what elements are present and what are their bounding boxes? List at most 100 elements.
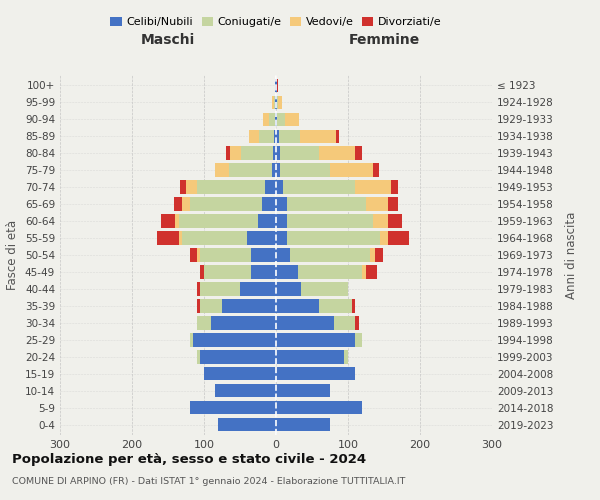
Bar <box>251 266 276 278</box>
Bar <box>276 180 283 194</box>
Bar <box>319 146 355 160</box>
Bar <box>283 180 355 194</box>
Bar <box>272 96 274 109</box>
Bar <box>180 180 186 194</box>
Bar <box>182 198 190 210</box>
Bar <box>200 350 276 364</box>
Bar <box>276 232 287 244</box>
Bar <box>276 164 280 176</box>
Bar <box>277 78 278 92</box>
Bar <box>197 180 265 194</box>
Bar <box>179 232 182 244</box>
Bar <box>175 214 179 228</box>
Bar <box>276 248 290 262</box>
Bar <box>259 130 274 143</box>
Bar <box>279 130 301 143</box>
Bar <box>280 146 319 160</box>
Bar <box>161 214 175 228</box>
Bar <box>355 316 359 330</box>
Bar <box>355 334 362 346</box>
Bar <box>204 266 251 278</box>
Bar <box>275 112 276 126</box>
Bar <box>200 266 204 278</box>
Bar <box>186 180 197 194</box>
Bar <box>344 350 348 364</box>
Bar <box>301 130 337 143</box>
Bar <box>287 198 366 210</box>
Bar <box>276 367 355 380</box>
Text: Maschi: Maschi <box>141 34 195 48</box>
Bar <box>278 96 282 109</box>
Bar <box>276 401 362 414</box>
Bar <box>355 146 362 160</box>
Bar <box>190 198 262 210</box>
Legend: Celibi/Nubili, Coniugati/e, Vedovi/e, Divorziati/e: Celibi/Nubili, Coniugati/e, Vedovi/e, Di… <box>106 12 446 32</box>
Bar <box>197 316 211 330</box>
Bar <box>391 180 398 194</box>
Bar <box>376 248 383 262</box>
Bar <box>277 96 278 109</box>
Y-axis label: Anni di nascita: Anni di nascita <box>565 212 578 298</box>
Bar <box>182 232 247 244</box>
Bar <box>366 198 388 210</box>
Bar <box>200 248 251 262</box>
Bar <box>373 214 388 228</box>
Bar <box>290 248 370 262</box>
Bar <box>388 198 398 210</box>
Bar <box>215 384 276 398</box>
Bar <box>276 96 277 109</box>
Bar <box>276 78 277 92</box>
Bar <box>269 112 275 126</box>
Bar <box>197 350 200 364</box>
Bar <box>276 350 344 364</box>
Bar <box>280 164 330 176</box>
Bar <box>287 214 373 228</box>
Bar <box>229 164 272 176</box>
Bar <box>276 334 355 346</box>
Bar <box>230 146 241 160</box>
Bar <box>276 282 301 296</box>
Text: COMUNE DI ARPINO (FR) - Dati ISTAT 1° gennaio 2024 - Elaborazione TUTTITALIA.IT: COMUNE DI ARPINO (FR) - Dati ISTAT 1° ge… <box>12 478 406 486</box>
Bar <box>298 266 362 278</box>
Bar <box>263 112 269 126</box>
Text: Femmine: Femmine <box>349 34 419 48</box>
Bar <box>276 130 279 143</box>
Bar <box>276 418 330 432</box>
Bar <box>241 146 273 160</box>
Bar <box>240 282 276 296</box>
Bar <box>218 418 276 432</box>
Bar <box>366 266 377 278</box>
Bar <box>174 198 182 210</box>
Bar <box>190 401 276 414</box>
Bar <box>200 300 222 312</box>
Bar <box>362 266 366 278</box>
Bar <box>373 164 379 176</box>
Bar <box>276 266 298 278</box>
Bar <box>251 248 276 262</box>
Bar <box>380 232 388 244</box>
Bar <box>287 232 380 244</box>
Bar <box>276 112 277 126</box>
Bar <box>388 232 409 244</box>
Bar <box>352 300 355 312</box>
Bar <box>370 248 376 262</box>
Bar <box>226 146 230 160</box>
Bar <box>276 198 287 210</box>
Bar <box>273 146 276 160</box>
Bar <box>157 232 179 244</box>
Bar <box>275 78 276 92</box>
Y-axis label: Fasce di età: Fasce di età <box>7 220 19 290</box>
Bar <box>248 130 259 143</box>
Bar <box>275 96 276 109</box>
Bar <box>274 96 275 109</box>
Bar <box>197 300 200 312</box>
Bar <box>197 248 200 262</box>
Bar <box>276 146 280 160</box>
Bar <box>319 300 352 312</box>
Bar <box>274 130 276 143</box>
Bar <box>276 300 319 312</box>
Bar <box>272 164 276 176</box>
Bar <box>258 214 276 228</box>
Bar <box>265 180 276 194</box>
Bar <box>276 214 287 228</box>
